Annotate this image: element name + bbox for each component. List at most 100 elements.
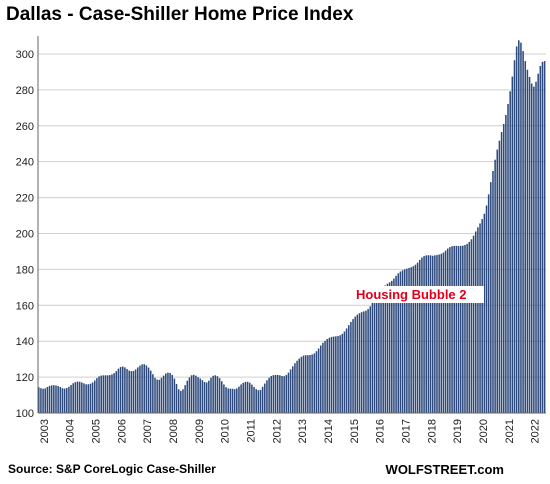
- bar: [152, 374, 154, 413]
- bar: [543, 61, 546, 413]
- bar: [177, 389, 180, 413]
- bar: [289, 369, 292, 413]
- bar: [533, 86, 535, 413]
- bar: [285, 374, 288, 413]
- bar: [197, 377, 199, 413]
- bar: [281, 376, 283, 413]
- annotation-label: Housing Bubble 2: [356, 287, 467, 302]
- bar: [472, 235, 475, 413]
- bar: [55, 385, 57, 413]
- bar: [292, 366, 294, 413]
- bar: [205, 382, 208, 413]
- bar: [276, 374, 279, 413]
- bar: [121, 366, 124, 413]
- bar: [40, 388, 42, 413]
- y-tick-label: 220: [16, 193, 34, 205]
- bar: [343, 331, 346, 413]
- bar: [339, 335, 341, 413]
- bar: [477, 227, 479, 413]
- bar: [93, 380, 96, 413]
- bar: [313, 353, 316, 413]
- bar: [419, 259, 421, 413]
- bar: [165, 373, 167, 413]
- bar: [44, 388, 47, 413]
- bar: [446, 248, 449, 413]
- bar: [70, 384, 72, 413]
- bar: [50, 385, 53, 413]
- bar: [87, 384, 90, 413]
- bar: [119, 367, 122, 413]
- bar: [216, 376, 219, 413]
- bar: [139, 365, 141, 413]
- bar: [132, 370, 135, 413]
- bar: [175, 383, 178, 413]
- bar: [162, 375, 165, 413]
- bar: [143, 364, 146, 413]
- bar: [61, 388, 64, 413]
- bar: [403, 269, 406, 413]
- x-tick-label: 2017: [400, 419, 412, 443]
- x-tick-label: 2015: [349, 419, 361, 443]
- bar: [296, 360, 298, 413]
- bar: [279, 375, 281, 413]
- bar: [429, 255, 432, 413]
- bar: [227, 388, 229, 413]
- y-tick-label: 120: [16, 372, 34, 384]
- bar: [98, 376, 100, 413]
- bar: [304, 355, 307, 413]
- x-tick-label: 2022: [530, 419, 542, 443]
- bar: [173, 378, 176, 413]
- bar: [91, 382, 94, 413]
- bar: [208, 380, 210, 413]
- x-tick-label: 2005: [91, 419, 103, 443]
- bar: [169, 372, 171, 413]
- bar: [302, 355, 305, 413]
- bar: [414, 264, 417, 413]
- x-tick-label: 2006: [116, 419, 128, 443]
- bar: [322, 342, 324, 413]
- bar: [378, 293, 380, 413]
- bar: [38, 387, 40, 413]
- bar: [455, 245, 458, 413]
- bar: [537, 73, 539, 413]
- bar: [171, 374, 174, 413]
- bar: [130, 371, 133, 413]
- bar: [74, 382, 77, 413]
- bar: [384, 285, 387, 413]
- bar: [416, 262, 419, 413]
- bar: [524, 61, 527, 413]
- x-tick-label: 2013: [297, 419, 309, 443]
- x-tick-label: 2004: [65, 419, 77, 443]
- bar: [248, 382, 251, 413]
- bar: [412, 266, 415, 413]
- bar: [352, 319, 354, 413]
- bar: [507, 104, 509, 413]
- bar: [410, 267, 412, 413]
- bar: [156, 379, 158, 413]
- bar: [141, 364, 143, 413]
- bar: [371, 302, 374, 413]
- x-tick-label: 2011: [245, 419, 257, 443]
- bar: [300, 356, 303, 413]
- bar: [459, 245, 462, 413]
- bar: [195, 375, 197, 413]
- bar: [399, 271, 402, 413]
- bar: [315, 351, 318, 413]
- bar: [78, 381, 81, 413]
- bar: [192, 374, 195, 413]
- bar: [481, 219, 483, 413]
- bar: [328, 337, 331, 413]
- bar: [160, 377, 163, 413]
- bar: [479, 223, 481, 413]
- bar: [360, 312, 363, 413]
- bar: [188, 377, 191, 413]
- bar: [113, 373, 115, 413]
- bar: [319, 345, 322, 413]
- bar: [345, 328, 348, 413]
- bar: [356, 314, 359, 413]
- bar: [134, 369, 137, 413]
- bar: [498, 140, 501, 413]
- bar: [106, 375, 109, 413]
- y-tick-label: 180: [16, 264, 34, 276]
